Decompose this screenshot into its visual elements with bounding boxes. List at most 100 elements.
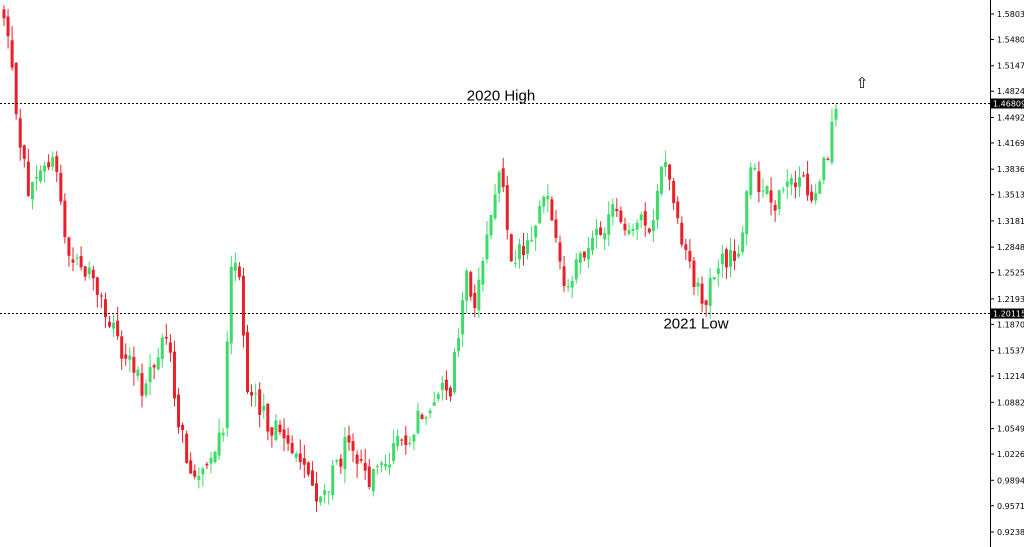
- candle-down: [26, 161, 30, 196]
- candle-down: [14, 62, 18, 115]
- candle-up: [428, 410, 432, 414]
- candle-up: [497, 172, 501, 194]
- candle-up: [765, 186, 769, 194]
- candle-up: [254, 393, 258, 395]
- candle-down: [258, 389, 262, 415]
- candle-up: [664, 162, 668, 168]
- candle-up: [586, 248, 590, 260]
- candle-up: [481, 260, 485, 285]
- candle-up: [335, 460, 339, 462]
- candle-down: [826, 158, 830, 160]
- candle-down: [181, 424, 185, 431]
- candle-up: [627, 229, 631, 234]
- candle-down: [172, 351, 176, 399]
- candle-up: [412, 434, 416, 442]
- candle-up: [51, 157, 55, 167]
- candle-up: [607, 214, 611, 235]
- candle-down: [83, 266, 87, 277]
- candle-down: [688, 250, 692, 262]
- candle-down: [241, 275, 245, 336]
- candle-down: [469, 272, 473, 297]
- candle-up: [720, 253, 724, 265]
- y-tick-label: 1.12145: [997, 372, 1024, 381]
- y-tick-label: 1.08820: [997, 398, 1024, 407]
- candle-up: [830, 121, 834, 163]
- candle-up: [465, 270, 469, 301]
- candle-down: [400, 439, 404, 441]
- candle-down: [140, 373, 144, 396]
- candle-down: [558, 242, 562, 262]
- candle-down: [205, 463, 209, 466]
- candle-up: [489, 214, 493, 236]
- candle-down: [599, 227, 603, 235]
- y-tick-label: 1.28485: [997, 243, 1024, 252]
- candle-up: [75, 257, 79, 259]
- candle-down: [315, 483, 319, 502]
- candle-up: [217, 432, 221, 456]
- level-price-tag: [990, 98, 1024, 109]
- candle-up: [201, 468, 205, 475]
- candle-down: [810, 191, 814, 201]
- candle-up: [461, 300, 465, 335]
- candle-down: [444, 379, 448, 391]
- candle-down: [802, 175, 806, 177]
- candle-down: [623, 223, 627, 231]
- candle-down: [420, 414, 424, 420]
- up-arrow-icon: ⇧: [856, 74, 869, 92]
- candle-up: [761, 190, 765, 192]
- level-price-label: 1.20115: [993, 310, 1024, 319]
- candle-up: [814, 193, 818, 201]
- candle-down: [668, 164, 672, 180]
- y-tick-label: 1.35135: [997, 191, 1024, 200]
- candle-down: [473, 292, 477, 309]
- candle-down: [91, 269, 95, 279]
- candle-up: [457, 338, 461, 352]
- candle-down: [193, 470, 197, 477]
- candle-up: [659, 166, 663, 194]
- candle-up: [611, 204, 615, 217]
- candle-up: [221, 432, 225, 436]
- candle-up: [396, 435, 400, 447]
- candle-down: [692, 260, 696, 287]
- candle-up: [294, 453, 298, 458]
- level-price-label: 1.46809: [993, 100, 1024, 109]
- candle-up: [136, 369, 140, 376]
- candle-down: [757, 171, 761, 193]
- candle-up: [452, 352, 456, 393]
- candle-down: [347, 435, 351, 443]
- candle-down: [10, 40, 14, 68]
- candle-down: [306, 462, 310, 475]
- candle-down: [250, 391, 254, 396]
- candle-down: [6, 16, 10, 37]
- candle-up: [388, 464, 392, 468]
- candle-up: [542, 196, 546, 207]
- y-tick-label: 0.92385: [997, 528, 1024, 537]
- level-price-tag: [990, 308, 1024, 319]
- candle-up: [408, 442, 412, 445]
- candle-up: [716, 268, 720, 274]
- y-tick-label: 1.58030: [997, 10, 1024, 19]
- candle-down: [124, 354, 128, 359]
- candle-up: [566, 286, 570, 288]
- candle-down: [684, 244, 688, 250]
- candle-up: [797, 177, 801, 188]
- candle-up: [440, 382, 444, 390]
- candle-up: [655, 190, 659, 221]
- y-tick-label: 1.51475: [997, 62, 1024, 71]
- candle-up: [513, 263, 517, 265]
- candle-up: [379, 463, 383, 466]
- candle-down: [290, 442, 294, 454]
- candle-up: [416, 410, 420, 434]
- candle-up: [590, 237, 594, 251]
- candle-down: [270, 427, 274, 436]
- candle-up: [371, 469, 375, 492]
- y-tick-label: 1.38365: [997, 165, 1024, 174]
- candle-up: [39, 170, 43, 182]
- candle-down: [282, 429, 286, 439]
- candle-up: [534, 225, 538, 238]
- candle-up: [517, 244, 521, 260]
- candle-up: [229, 266, 233, 344]
- candle-up: [538, 205, 542, 224]
- candle-down: [116, 320, 120, 337]
